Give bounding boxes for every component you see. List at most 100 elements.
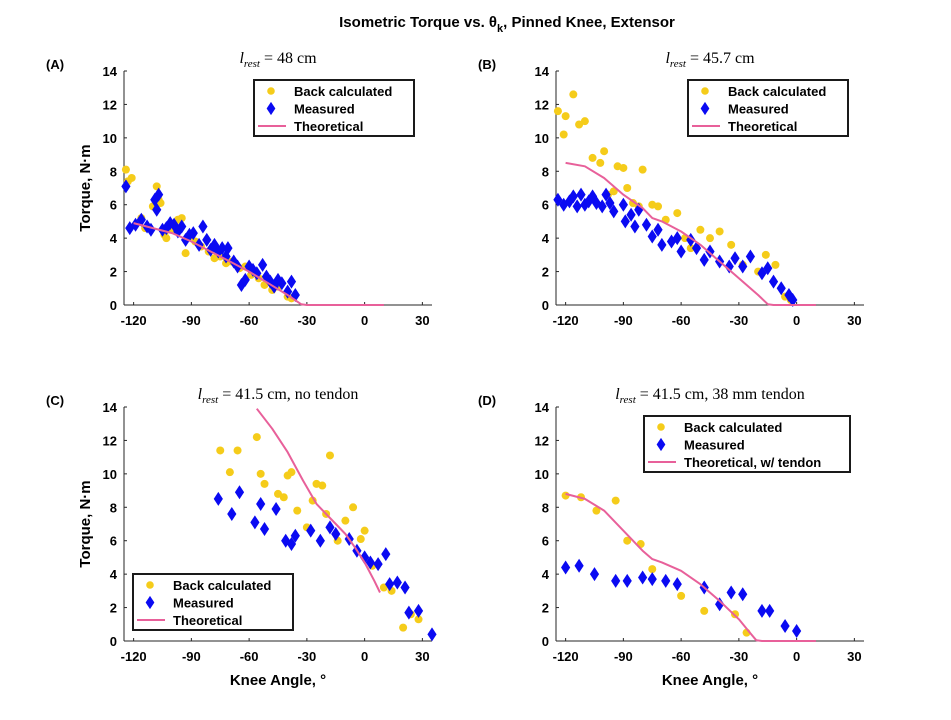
data-point-measured — [745, 249, 756, 264]
data-point-back-calculated — [559, 130, 568, 139]
data-point-measured — [188, 226, 198, 241]
y-tick-label: 0 — [542, 634, 549, 649]
data-point-back-calculated — [696, 225, 705, 234]
x-tick-label: 30 — [847, 649, 861, 664]
legend-box — [643, 415, 851, 473]
x-tick-label: -90 — [182, 649, 201, 664]
y-tick-label: 12 — [103, 433, 117, 448]
data-point-measured — [256, 496, 266, 511]
y-axis-label: Torque, N·m — [77, 144, 94, 231]
data-point-measured — [630, 219, 640, 234]
data-point-back-calculated — [177, 214, 186, 223]
x-tick-label: -120 — [121, 313, 147, 328]
x-tick-label: 0 — [793, 649, 800, 664]
data-point-measured — [605, 196, 615, 211]
y-tick-label: 0 — [110, 634, 117, 649]
data-point-measured — [618, 197, 628, 212]
x-tick-label: 0 — [361, 649, 368, 664]
data-point-measured — [385, 577, 395, 592]
data-point-measured — [202, 232, 212, 247]
x-tick-label: 0 — [361, 313, 368, 328]
data-point-measured — [622, 573, 632, 588]
series-diamond — [553, 187, 798, 307]
y-tick-label: 4 — [110, 567, 118, 582]
legend-entry: Back calculated — [684, 420, 782, 435]
data-point-measured — [564, 194, 575, 209]
data-point-measured — [765, 603, 775, 618]
y-tick-label: 8 — [542, 500, 549, 515]
y-tick-label: 4 — [110, 231, 118, 246]
y-tick-label: 6 — [110, 534, 117, 549]
legend-circle-marker — [267, 87, 275, 95]
chart-panel-2: (B) lrest = 45.7 cm -120 -90 -60 -30 0 30 0 2 4 6 8 1… — [478, 50, 864, 328]
data-point-back-calculated — [673, 209, 682, 218]
data-point-measured — [776, 281, 786, 296]
legend: Back calculated Measured Theoretical — [132, 573, 294, 631]
data-point-back-calculated — [233, 446, 242, 455]
legend: Back calculated Measured Theoretical — [253, 79, 415, 137]
data-point-measured — [234, 485, 245, 500]
data-point-back-calculated — [293, 506, 302, 515]
data-point-measured — [657, 237, 667, 252]
data-point-measured — [392, 575, 402, 590]
data-point-measured — [768, 274, 779, 289]
legend-circle-marker — [657, 423, 665, 431]
y-tick-label: 10 — [103, 131, 117, 146]
y-tick-label: 14 — [535, 400, 550, 415]
data-point-measured — [672, 231, 682, 246]
legend-entry: Measured — [728, 102, 789, 117]
data-point-back-calculated — [677, 591, 686, 600]
data-point-back-calculated — [600, 147, 609, 156]
data-point-back-calculated — [575, 120, 584, 129]
data-point-measured — [653, 222, 663, 237]
data-point-back-calculated — [414, 615, 423, 624]
data-point-back-calculated — [349, 503, 358, 512]
x-tick-label: 30 — [415, 313, 429, 328]
x-tick-label: -120 — [553, 649, 579, 664]
data-point-back-calculated — [619, 163, 628, 172]
data-point-back-calculated — [356, 535, 365, 544]
data-point-measured — [715, 597, 725, 612]
y-tick-label: 12 — [103, 97, 117, 112]
data-point-measured — [584, 194, 594, 209]
data-point-measured — [286, 537, 297, 552]
y-tick-label: 10 — [103, 467, 117, 482]
data-point-measured — [589, 567, 600, 582]
legend-entry: Theoretical, w/ tendon — [684, 455, 821, 470]
data-point-back-calculated — [225, 468, 234, 477]
data-point-measured — [136, 212, 146, 227]
legend: Back calculated Measured Theoretical — [687, 79, 849, 137]
series-circle — [216, 433, 423, 632]
data-point-back-calculated — [360, 526, 369, 535]
data-point-measured — [331, 527, 341, 542]
y-tick-label: 14 — [103, 64, 118, 79]
data-point-measured — [611, 573, 621, 588]
data-point-measured — [152, 202, 162, 217]
legend-diamond-marker — [266, 101, 276, 116]
y-tick-label: 12 — [535, 433, 549, 448]
data-point-measured — [626, 207, 636, 222]
chart-panel-3: (C) lrest = 41.5 cm, no tendon -120 -90 -60 -… — [46, 386, 437, 689]
data-point-measured — [277, 276, 287, 291]
legend: Back calculated Measured Theoretical, w/ t… — [643, 415, 851, 473]
y-tick-label: 6 — [110, 198, 117, 213]
x-tick-label: -90 — [614, 649, 633, 664]
y-tick-label: 8 — [110, 164, 117, 179]
data-point-measured — [154, 187, 164, 202]
legend-diamond-marker — [656, 437, 666, 452]
data-point-back-calculated — [279, 493, 288, 502]
data-point-measured — [213, 491, 223, 506]
data-point-back-calculated — [727, 240, 736, 249]
data-point-measured — [576, 187, 586, 202]
legend-entry: Theoretical — [728, 119, 797, 134]
data-point-back-calculated — [638, 165, 647, 174]
data-point-measured — [792, 623, 802, 638]
data-point-back-calculated — [553, 107, 562, 116]
chart-panel-1: (A) lrest = 48 cm -120 -90 -60 -30 0 30 0 2 4 6 8 10 1… — [46, 50, 432, 328]
series-line-theoretical — [565, 161, 816, 306]
legend-diamond-marker — [700, 101, 710, 116]
x-tick-label: -90 — [614, 313, 633, 328]
data-point-measured — [788, 292, 798, 307]
data-point-back-calculated — [399, 623, 408, 632]
data-point-measured — [381, 547, 391, 562]
